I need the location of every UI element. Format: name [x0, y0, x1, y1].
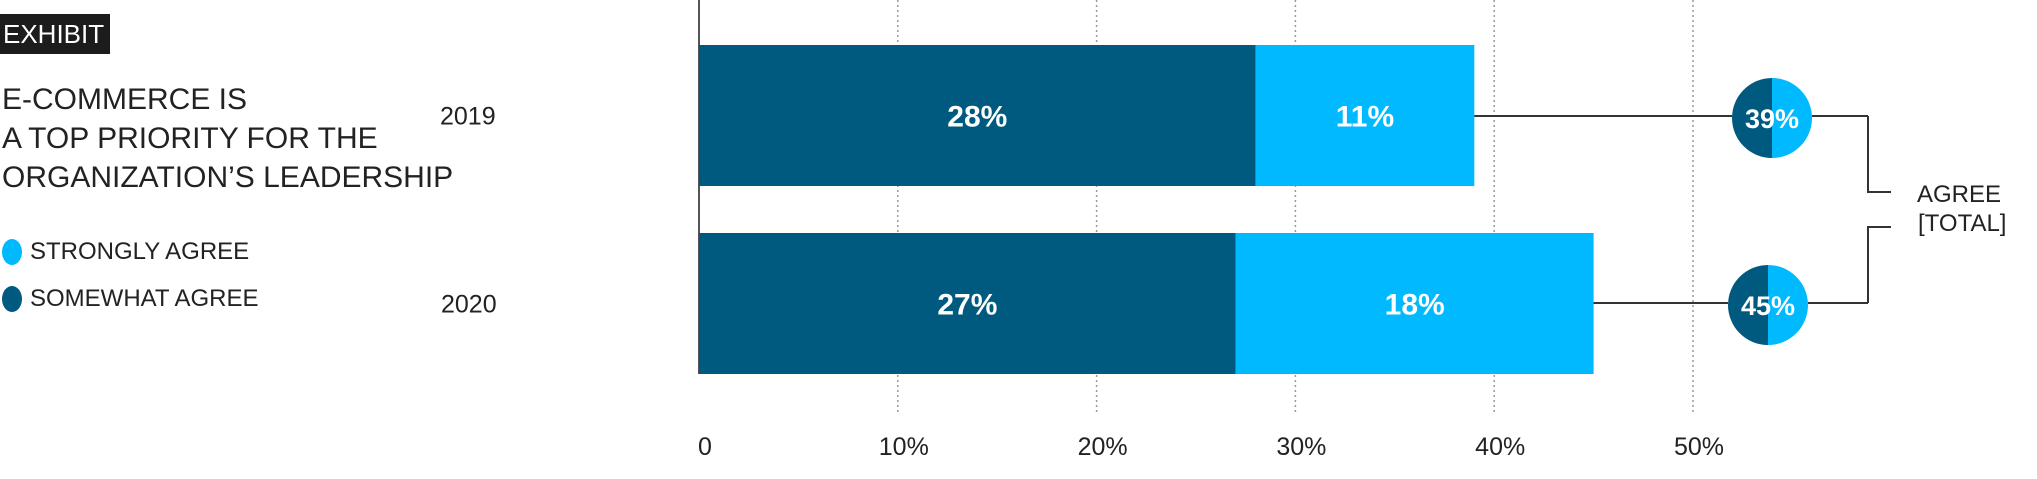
total-label: 45%	[1741, 291, 1795, 321]
total-circle-right	[1768, 265, 1808, 345]
bar-segment	[699, 233, 1236, 374]
total-caption: [TOTAL]	[1918, 210, 2006, 237]
bracket-line	[1867, 116, 1891, 193]
total-label: 39%	[1745, 104, 1799, 134]
x-tick-label: 40%	[1475, 433, 1525, 461]
bar-data-label: 11%	[1336, 101, 1394, 134]
total-caption: AGREE	[1917, 181, 2001, 208]
category-label: 2020	[441, 291, 497, 319]
chart-title: E-COMMERCE IS A TOP PRIORITY FOR THE ORG…	[2, 80, 562, 197]
legend-somewhat-agree: SOMEWHAT AGREE	[2, 285, 258, 313]
total-circle-right	[1772, 78, 1812, 158]
title-line: E-COMMERCE IS	[2, 83, 248, 116]
legend-strongly-agree: STRONGLY AGREE	[2, 238, 249, 266]
x-tick-label: 0	[698, 433, 712, 461]
legend-label: SOMEWHAT AGREE	[30, 285, 259, 312]
x-tick-label: 20%	[1078, 433, 1128, 461]
total-circle-left	[1732, 78, 1772, 158]
title-line: A TOP PRIORITY FOR THE	[2, 122, 378, 155]
legend-label: STRONGLY AGREE	[30, 238, 250, 265]
legend-swatch-icon	[2, 286, 22, 312]
bar-data-label: 18%	[1385, 289, 1445, 322]
bar-data-label: 27%	[937, 289, 997, 322]
bar-segment	[699, 45, 1256, 186]
bar-segment	[1235, 233, 1594, 374]
x-tick-label: 50%	[1674, 433, 1724, 461]
title-line: ORGANIZATION’S LEADERSHIP	[2, 161, 454, 194]
total-circle-left	[1728, 265, 1768, 345]
bracket-line	[1867, 226, 1891, 303]
x-tick-label: 30%	[1276, 433, 1326, 461]
x-tick-label: 10%	[879, 433, 929, 461]
exhibit-label: EXHIBIT 1	[0, 14, 110, 89]
bar-data-label: 28%	[947, 101, 1007, 134]
legend-swatch-icon	[2, 239, 22, 265]
category-label: 2019	[440, 103, 496, 131]
bar-segment	[1255, 45, 1475, 186]
